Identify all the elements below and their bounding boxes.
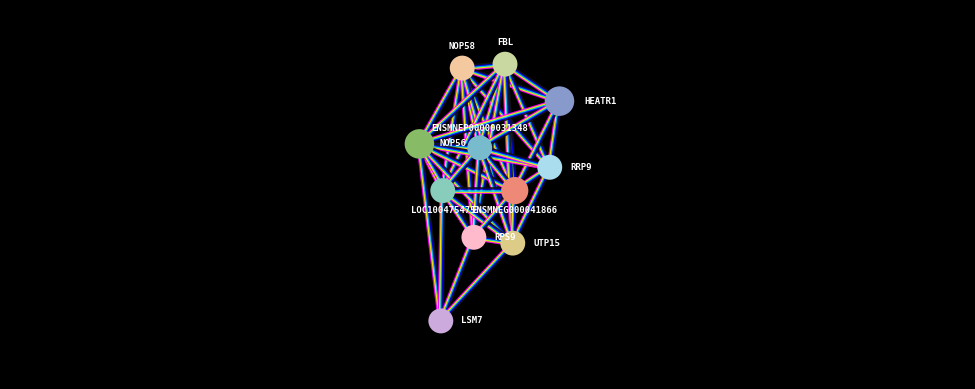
Circle shape xyxy=(430,178,455,203)
Text: RRP9: RRP9 xyxy=(570,163,592,172)
Circle shape xyxy=(461,225,487,250)
Text: ENSMNEP00000031348: ENSMNEP00000031348 xyxy=(431,124,528,133)
Text: FBL: FBL xyxy=(497,38,513,47)
Circle shape xyxy=(500,231,526,256)
Circle shape xyxy=(467,135,492,160)
Text: ENSMNEG000041866: ENSMNEG000041866 xyxy=(472,206,558,216)
Text: RPS9: RPS9 xyxy=(494,233,516,242)
Text: NOP58: NOP58 xyxy=(448,42,476,51)
Text: HEATR1: HEATR1 xyxy=(585,96,617,106)
Circle shape xyxy=(501,177,528,204)
Circle shape xyxy=(428,308,453,333)
Text: LSM7: LSM7 xyxy=(461,316,483,326)
Circle shape xyxy=(449,56,475,81)
Text: UTP15: UTP15 xyxy=(533,238,560,248)
Circle shape xyxy=(545,86,574,116)
Text: LOC100475475: LOC100475475 xyxy=(410,205,475,215)
Circle shape xyxy=(405,129,434,159)
Text: NOP56: NOP56 xyxy=(440,139,466,149)
Circle shape xyxy=(537,155,563,180)
Circle shape xyxy=(492,52,518,77)
